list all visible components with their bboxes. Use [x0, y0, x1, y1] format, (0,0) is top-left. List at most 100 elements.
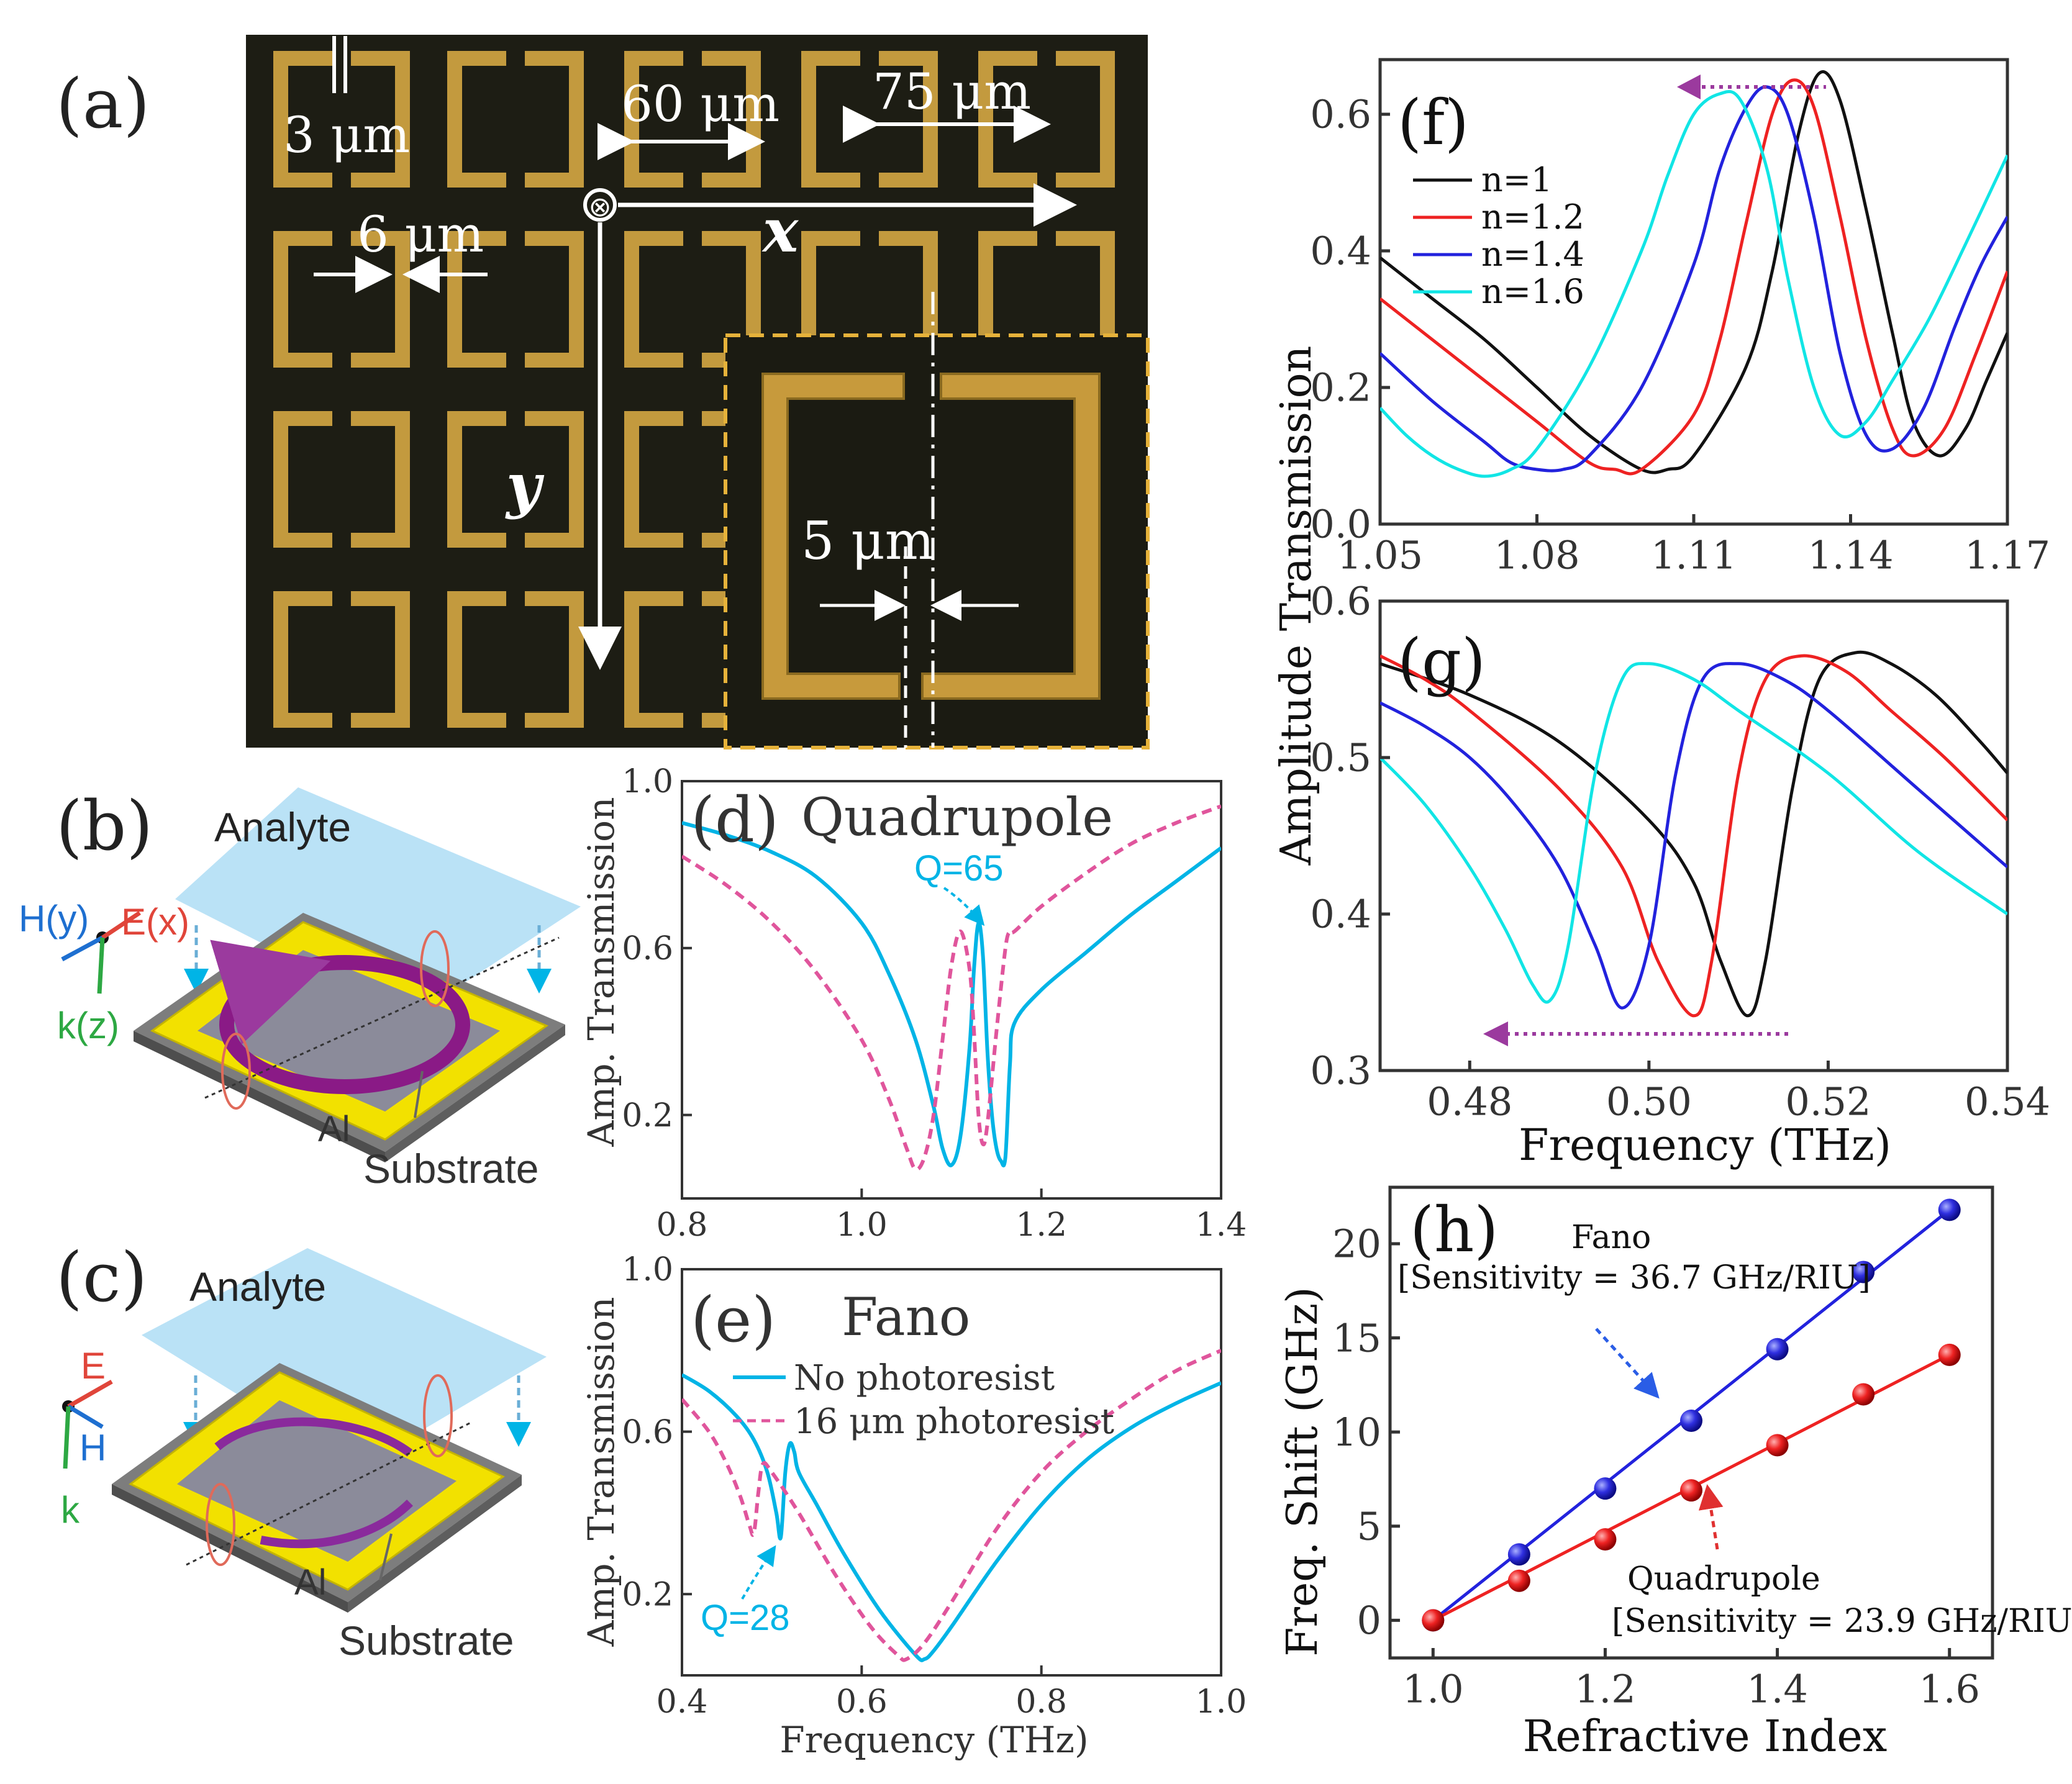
chart-e-ytick-label-2: 1.0	[622, 1251, 673, 1288]
chart-h-xtick-label-2: 1.4	[1747, 1666, 1808, 1711]
k-vector-label: k(z)	[57, 1005, 119, 1046]
shift-arrow-g-head	[1483, 1021, 1508, 1046]
dim-60um: 60 μm	[621, 75, 779, 133]
chart-g-xtick-label-1: 0.50	[1606, 1079, 1692, 1124]
chart-h-point-1-0	[1422, 1609, 1445, 1632]
chart-h-point-0-5	[1852, 1261, 1875, 1284]
chart-h-point-1-3	[1680, 1479, 1702, 1502]
chart-e-ylabel: Amp. Transmission	[580, 1297, 622, 1647]
metal-label: Al	[294, 1562, 327, 1603]
chart-f-ytick-label-2: 0.4	[1310, 229, 1371, 274]
fano-pointer	[1595, 1328, 1660, 1399]
chart-g-ytick-label-3: 0.6	[1310, 579, 1371, 624]
srr-array	[273, 51, 1115, 728]
chart-g-ytick-label-2: 0.5	[1310, 735, 1371, 781]
analyte-label: Analyte	[214, 804, 351, 850]
panel-label-g: (g)	[1397, 625, 1486, 698]
srr-1-0-left	[273, 231, 332, 368]
chart-h-point-0-6	[1938, 1198, 1961, 1221]
chart-f-xtick-label-0: 1.05	[1337, 532, 1423, 577]
chart-d-ytick-label-0: 0.2	[622, 1097, 673, 1134]
chart-h-ytick-label-4: 20	[1332, 1221, 1381, 1267]
h-axis	[67, 1404, 104, 1429]
chart-d-xtick-label-3: 1.4	[1196, 1207, 1247, 1244]
panel-label-a: (a)	[56, 64, 150, 143]
srr-2-0-left	[273, 411, 332, 548]
chart-f-ytick-label-0: 0.0	[1310, 502, 1371, 547]
k-axis	[63, 1406, 71, 1469]
legend-16um-photoresist: 16 μm photoresist	[794, 1401, 1115, 1442]
chart-d-xtick-label-2: 1.2	[1016, 1207, 1067, 1244]
chart-g-xtick-label-2: 0.52	[1785, 1079, 1871, 1124]
chart-g-xlabel: Frequency (THz)	[1519, 1120, 1891, 1170]
panel-a: (a) 3 μm 60 μm 75 μm 6 μm 5 μm ⊗ x y	[56, 35, 1150, 749]
e-axis	[101, 911, 141, 940]
chart-g: 0.48 0.50 0.52 0.54 0.3 0.4 0.5 0.6	[1310, 579, 2050, 1125]
chart-g-series-0	[1380, 650, 2007, 1018]
substrate-label: Substrate	[363, 1146, 539, 1192]
legend-n1-6: n=1.6	[1481, 272, 1584, 311]
srr-0-1-right	[525, 51, 584, 188]
chart-h-point-0-3	[1680, 1409, 1702, 1432]
metal-label: Al	[318, 1109, 350, 1149]
chart-f-xtick-label-3: 1.14	[1807, 532, 1893, 577]
analyte-label: Analyte	[189, 1264, 326, 1310]
chart-g-series-3	[1380, 662, 2007, 1004]
substrate-pointer	[414, 1071, 424, 1118]
chart-h-point-1-2	[1594, 1528, 1617, 1551]
srr-3-0-right	[351, 591, 410, 728]
substrate-label: Substrate	[339, 1618, 514, 1664]
chart-f-ytick-label-1: 0.2	[1310, 365, 1371, 410]
chart-g-xtick-label-3: 0.54	[1965, 1079, 2050, 1124]
srr-1-1-left	[447, 231, 506, 368]
chart-f-xtick-label-2: 1.11	[1651, 532, 1737, 577]
analyte-layer	[142, 1248, 547, 1469]
chart-h-point-0-1	[1507, 1543, 1530, 1566]
chart-d-ylabel: Amp. Transmission	[580, 797, 622, 1148]
k-axis	[97, 937, 105, 994]
chart-h-xtick-label-1: 1.2	[1574, 1666, 1636, 1711]
substrate-pointer	[379, 1533, 393, 1581]
chart-h-ytick-label-1: 5	[1357, 1503, 1381, 1549]
fano-name: Fano	[1571, 1219, 1651, 1256]
srr-2-1-left	[447, 411, 506, 548]
field-loop-left	[221, 1033, 251, 1110]
h-field-label: H(y)	[19, 898, 89, 940]
chart-e-ytick-label-1: 0.6	[622, 1414, 673, 1451]
srr-0-0-left	[273, 51, 332, 188]
legend-no-photoresist: No photoresist	[794, 1358, 1055, 1398]
chart-f-legend: n=1 n=1.2 n=1.4 n=1.6	[1413, 160, 1584, 311]
chart-e-frame	[681, 1268, 1222, 1677]
chart-f-xtick-label-1: 1.08	[1494, 532, 1579, 577]
chart-h-point-1-5	[1852, 1383, 1875, 1406]
legend-n1: n=1	[1481, 160, 1552, 199]
srr-3-2-left	[624, 591, 683, 728]
current-arrow	[210, 940, 331, 1045]
chart-e-title: Fano	[842, 1287, 970, 1347]
chart-g-ytick-label-1: 0.4	[1310, 892, 1371, 937]
chart-f-xtick-label-4: 1.17	[1965, 532, 2050, 577]
panel-label-d: (d)	[691, 784, 779, 856]
h-field-label: H	[80, 1427, 106, 1469]
chart-d-frame	[681, 780, 1222, 1200]
chart-d-annotation-arrow	[943, 887, 985, 926]
e-axis	[67, 1379, 113, 1409]
e-field-label: E	[81, 1345, 106, 1387]
dim-75um: 75 μm	[873, 63, 1031, 120]
field-loop-right	[423, 1374, 453, 1457]
origin-symbol: ⊗	[589, 192, 612, 222]
chart-h: 1.0 1.2 1.4 1.6 0 5 10 15 20	[1332, 1185, 1994, 1711]
origin-marker	[583, 188, 617, 222]
quadrupole-name: Quadrupole	[1627, 1560, 1820, 1598]
chart-e-xtick-label-0: 0.4	[657, 1683, 708, 1721]
chart-h-ytick-label-3: 15	[1332, 1315, 1381, 1361]
chart-e-series-1	[682, 1349, 1221, 1662]
panel-b: (b) Analyte H(y) E(x) k(z) Al Substrate	[19, 786, 581, 1192]
panel-c: (c) Analyte E H k Al Substrate	[56, 1238, 547, 1664]
srr-0-1-left	[447, 51, 506, 188]
h-axis	[61, 935, 104, 962]
srr-0-4-right	[1056, 51, 1115, 188]
chart-d-ytick-label-2: 1.0	[622, 763, 673, 800]
chart-h-xtick-label-3: 1.6	[1919, 1666, 1980, 1711]
fano-sensitivity: [Sensitivity = 36.7 GHz/RIU]	[1397, 1259, 1871, 1297]
